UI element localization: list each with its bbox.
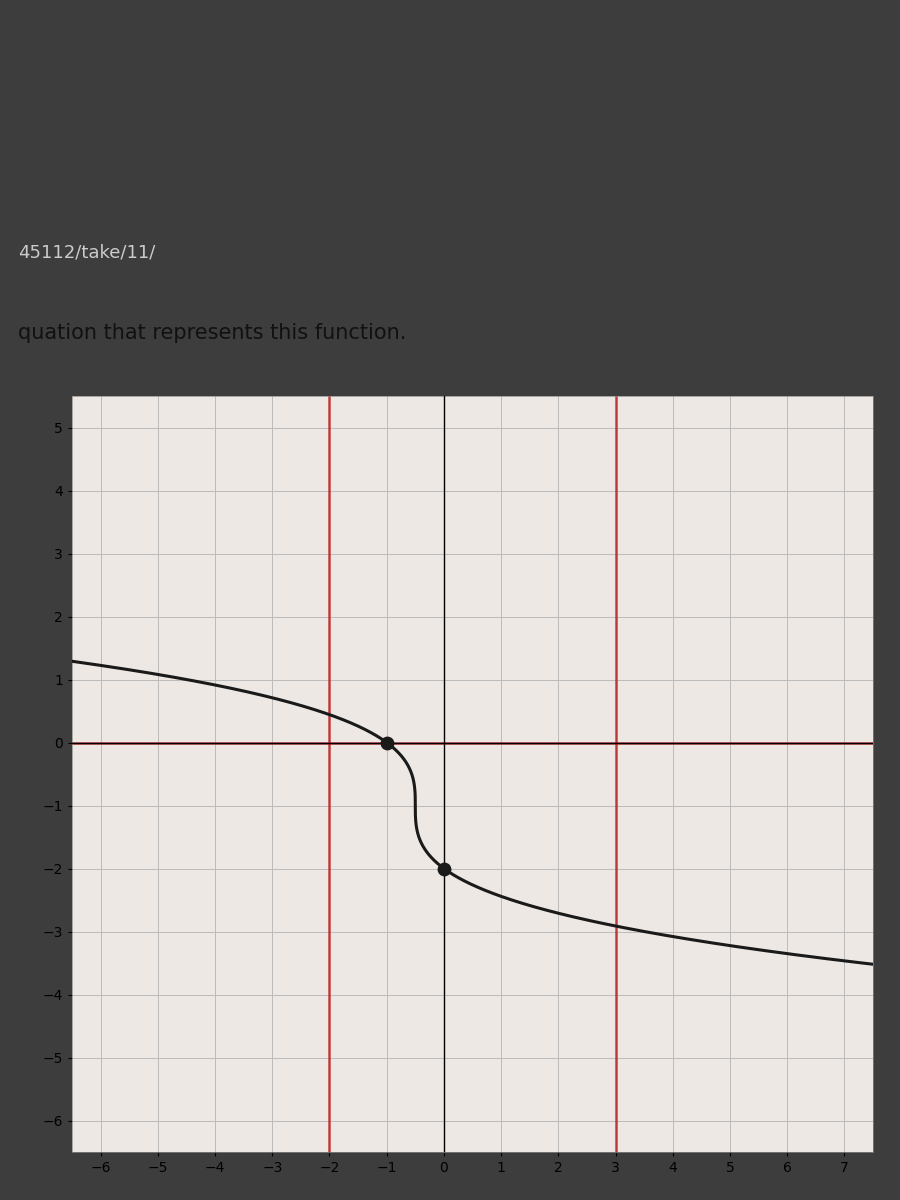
Point <box>436 859 451 878</box>
Point <box>380 733 394 752</box>
Text: quation that represents this function.: quation that represents this function. <box>18 323 407 343</box>
Text: 45112/take/11/: 45112/take/11/ <box>18 244 156 262</box>
